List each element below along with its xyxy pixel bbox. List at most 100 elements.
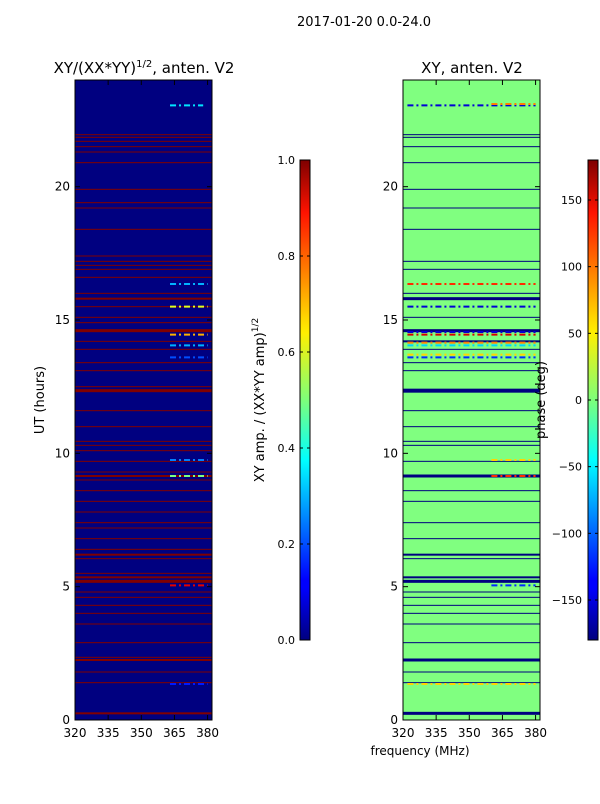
heatmap-row bbox=[403, 460, 540, 462]
heatmap-row bbox=[403, 228, 540, 230]
heatmap-row bbox=[403, 207, 540, 209]
heatmap-row bbox=[403, 340, 540, 343]
heatmap-row bbox=[75, 460, 212, 462]
heatmap-row bbox=[75, 671, 212, 673]
phase-heatmap-frame bbox=[402, 79, 541, 721]
heatmap-row bbox=[75, 316, 212, 318]
heatmap-row bbox=[403, 388, 540, 393]
colorbar-tick-label: 0.4 bbox=[278, 442, 296, 455]
heatmap-row bbox=[75, 276, 212, 278]
colorbar-tick-label: 150 bbox=[561, 194, 582, 207]
x-tick-label: 365 bbox=[491, 726, 514, 740]
heatmap-row bbox=[75, 292, 212, 294]
heatmap-row bbox=[403, 604, 540, 606]
heatmap-row bbox=[403, 658, 540, 662]
heatmap-row bbox=[403, 711, 540, 715]
heatmap-row bbox=[75, 682, 212, 684]
amplitude-heatmap-frame bbox=[74, 79, 213, 721]
heatmap-row bbox=[403, 474, 540, 478]
heatmap-row bbox=[403, 576, 540, 579]
heatmap-row bbox=[75, 162, 212, 164]
heatmap-row bbox=[403, 612, 540, 614]
heatmap-row bbox=[403, 297, 540, 301]
amplitude-heatmap-ylabel: UT (hours) bbox=[33, 366, 48, 434]
heatmap-row bbox=[75, 576, 212, 579]
heatmap-row bbox=[403, 522, 540, 524]
amplitude-heatmap-image bbox=[75, 80, 212, 720]
heatmap-row bbox=[75, 444, 212, 446]
heatmap-row bbox=[75, 386, 212, 388]
heatmap-row bbox=[75, 511, 212, 513]
heatmap-row bbox=[75, 527, 212, 529]
heatmap-row bbox=[75, 260, 212, 262]
heatmap-row bbox=[75, 322, 212, 324]
heatmap-row bbox=[75, 548, 212, 550]
heatmap-row bbox=[75, 329, 212, 333]
y-tick-label: 0 bbox=[390, 713, 398, 727]
colorbar-tick-label: 0.6 bbox=[278, 346, 296, 359]
heatmap-row bbox=[75, 659, 212, 661]
heatmap-row bbox=[403, 553, 540, 556]
heatmap-row bbox=[403, 136, 540, 138]
x-tick-label: 380 bbox=[196, 726, 219, 740]
heatmap-row bbox=[403, 596, 540, 598]
y-tick-label: 20 bbox=[383, 180, 398, 194]
heatmap-row bbox=[75, 140, 212, 142]
heatmap-row bbox=[403, 292, 540, 294]
heatmap-row bbox=[403, 538, 540, 540]
y-tick-label: 5 bbox=[62, 580, 70, 594]
heatmap-row bbox=[403, 682, 540, 684]
heatmap-row bbox=[75, 450, 212, 452]
colorbar-tick-label: −100 bbox=[552, 527, 582, 540]
heatmap-row bbox=[75, 255, 212, 257]
heatmap-row bbox=[75, 268, 212, 270]
heatmap-row bbox=[403, 316, 540, 318]
amplitude-colorbar-gradient bbox=[299, 159, 311, 641]
heatmap-row bbox=[403, 558, 540, 560]
heatmap-row bbox=[75, 572, 212, 574]
heatmap-row bbox=[75, 207, 212, 209]
heatmap-row bbox=[403, 134, 540, 136]
heatmap-row bbox=[75, 538, 212, 540]
colorbar-tick-label: 1.0 bbox=[278, 154, 296, 167]
heatmap-row bbox=[75, 479, 212, 481]
x-tick-label: 350 bbox=[458, 726, 481, 740]
colorbar-tick-label: 100 bbox=[561, 261, 582, 274]
heatmap-row bbox=[75, 591, 212, 593]
heatmap-row bbox=[75, 612, 212, 614]
phase-colorbar: −150 −100 −50 0 50 100 150 phase (deg) bbox=[534, 159, 599, 641]
y-tick-label: 0 bbox=[62, 713, 70, 727]
x-tick-label: 365 bbox=[163, 726, 186, 740]
heatmap-row bbox=[75, 656, 212, 658]
heatmap-row bbox=[403, 370, 540, 372]
heatmap-row bbox=[75, 389, 212, 393]
amplitude-heatmap-axes: 0 5 10 15 20 320 335 350 365 380 bbox=[55, 80, 219, 740]
heatmap-row bbox=[75, 471, 212, 473]
heatmap-row bbox=[75, 410, 212, 412]
heatmap-row bbox=[75, 712, 212, 715]
heatmap-row bbox=[75, 490, 212, 492]
colorbar-tick-label: −150 bbox=[552, 594, 582, 607]
heatmap-row bbox=[75, 146, 212, 148]
heatmap-row bbox=[75, 134, 212, 136]
amplitude-colorbar: 0.0 0.2 0.4 0.6 0.8 1.0 XY amp. / (XX*YY amp)… bbox=[251, 154, 311, 647]
x-tick-label: 320 bbox=[392, 726, 415, 740]
heatmap-row bbox=[75, 522, 212, 524]
heatmap-row bbox=[75, 623, 212, 625]
heatmap-row bbox=[75, 202, 212, 204]
heatmap-row bbox=[75, 475, 212, 477]
colorbar-tick-label: 0.8 bbox=[278, 250, 296, 263]
heatmap-row bbox=[75, 579, 212, 583]
heatmap-row bbox=[403, 623, 540, 625]
colorbar-tick-label: 0 bbox=[575, 394, 582, 407]
heatmap-row bbox=[75, 188, 212, 190]
heatmap-row bbox=[403, 490, 540, 492]
heatmap-row bbox=[75, 500, 212, 502]
heatmap-row bbox=[75, 228, 212, 230]
heatmap-row bbox=[75, 297, 212, 300]
heatmap-row bbox=[403, 188, 540, 190]
amplitude-heatmap-title: XY/(XX*YY)1/2, anten. V2 bbox=[54, 59, 235, 77]
heatmap-row bbox=[75, 553, 212, 556]
colorbar-tick-label: 0.0 bbox=[278, 634, 296, 647]
